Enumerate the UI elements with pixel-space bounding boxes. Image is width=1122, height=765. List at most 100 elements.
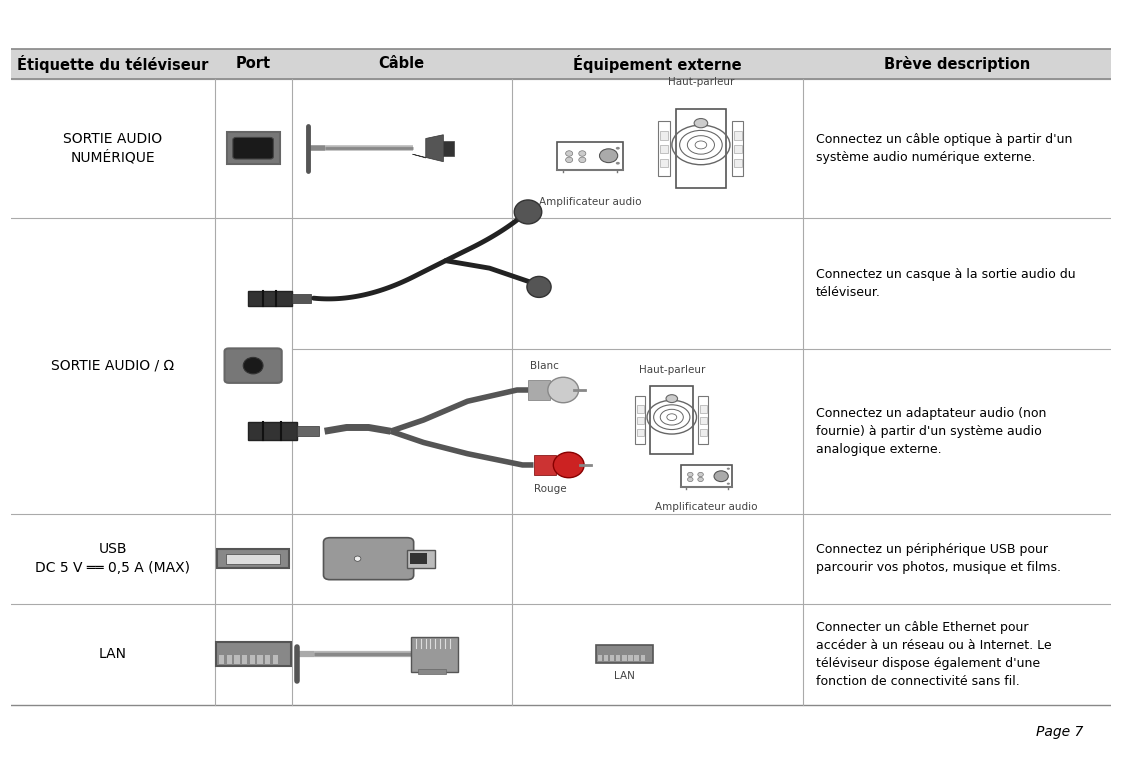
FancyBboxPatch shape — [215, 643, 291, 666]
FancyBboxPatch shape — [412, 637, 458, 672]
Ellipse shape — [714, 470, 728, 482]
Text: Connectez un adaptateur audio (non
fournie) à partir d'un système audio
analogiq: Connectez un adaptateur audio (non fourn… — [816, 407, 1047, 456]
Bar — [265, 656, 270, 664]
Bar — [637, 405, 644, 412]
Bar — [659, 121, 670, 176]
Ellipse shape — [565, 157, 572, 163]
Ellipse shape — [727, 483, 730, 485]
Text: Haut-parleur: Haut-parleur — [668, 76, 734, 86]
Bar — [635, 396, 645, 444]
Ellipse shape — [548, 377, 579, 402]
FancyBboxPatch shape — [233, 138, 274, 159]
Bar — [598, 655, 603, 661]
Text: Connectez un casque à la sortie audio du
téléviseur.: Connectez un casque à la sortie audio du… — [816, 268, 1076, 298]
Bar — [700, 417, 707, 425]
Bar — [734, 145, 742, 154]
Bar — [604, 655, 608, 661]
Ellipse shape — [727, 467, 730, 470]
Text: Page 7: Page 7 — [1036, 724, 1083, 739]
Text: Amplificateur audio: Amplificateur audio — [655, 503, 758, 513]
Bar — [634, 655, 638, 661]
Text: Rouge: Rouge — [534, 483, 567, 493]
Text: Port: Port — [236, 57, 270, 71]
Text: Connectez un câble optique à partir d'un
système audio numérique externe.: Connectez un câble optique à partir d'un… — [816, 132, 1073, 164]
Bar — [700, 405, 707, 412]
Text: SORTIE AUDIO / Ω: SORTIE AUDIO / Ω — [52, 359, 175, 373]
Bar — [248, 291, 292, 306]
Bar — [660, 159, 669, 168]
Text: LAN: LAN — [614, 671, 635, 681]
FancyBboxPatch shape — [596, 645, 653, 663]
Bar — [700, 429, 707, 436]
Text: Blanc: Blanc — [530, 361, 559, 371]
Bar — [227, 656, 232, 664]
Bar — [292, 294, 312, 303]
Ellipse shape — [688, 477, 693, 482]
Ellipse shape — [579, 151, 586, 156]
Bar — [675, 109, 726, 187]
Bar — [219, 656, 224, 664]
FancyBboxPatch shape — [224, 348, 282, 382]
Bar — [443, 141, 454, 156]
Text: SORTIE AUDIO
NUMÉRIQUE: SORTIE AUDIO NUMÉRIQUE — [63, 132, 163, 164]
Text: Équipement externe: Équipement externe — [573, 55, 742, 73]
Ellipse shape — [698, 472, 703, 477]
Bar — [217, 549, 289, 568]
Ellipse shape — [355, 556, 361, 562]
Ellipse shape — [565, 151, 572, 156]
Bar — [641, 655, 645, 661]
Ellipse shape — [688, 472, 693, 477]
Ellipse shape — [666, 395, 678, 402]
Bar — [297, 426, 319, 437]
Bar — [257, 656, 263, 664]
Bar — [637, 417, 644, 425]
Bar — [610, 655, 615, 661]
Bar — [734, 159, 742, 168]
Text: Haut-parleur: Haut-parleur — [638, 365, 705, 375]
Text: Connectez un périphérique USB pour
parcourir vos photos, musique et films.: Connectez un périphérique USB pour parco… — [816, 543, 1061, 575]
Bar — [616, 655, 620, 661]
Text: Amplificateur audio: Amplificateur audio — [539, 197, 642, 207]
Ellipse shape — [698, 477, 703, 482]
Text: Brève description: Brève description — [884, 56, 1030, 72]
Ellipse shape — [553, 452, 585, 477]
Bar — [660, 131, 669, 140]
Bar — [628, 655, 633, 661]
Bar — [558, 142, 623, 170]
Ellipse shape — [695, 119, 708, 128]
Bar — [528, 380, 550, 400]
Bar — [248, 422, 297, 440]
Ellipse shape — [527, 276, 551, 298]
Bar — [651, 386, 693, 454]
Bar — [407, 550, 434, 568]
Ellipse shape — [514, 200, 542, 224]
Bar — [242, 656, 247, 664]
Bar — [533, 455, 555, 475]
Bar — [249, 656, 255, 664]
Bar — [734, 131, 742, 140]
Ellipse shape — [616, 162, 619, 164]
Ellipse shape — [579, 157, 586, 163]
Bar — [226, 554, 280, 564]
Bar — [411, 553, 426, 564]
Bar — [623, 655, 626, 661]
Polygon shape — [413, 135, 443, 161]
Bar — [637, 429, 644, 436]
Bar — [273, 656, 278, 664]
Bar — [234, 656, 240, 664]
FancyBboxPatch shape — [227, 132, 279, 164]
Text: Câble: Câble — [378, 57, 424, 71]
Text: Connecter un câble Ethernet pour
accéder à un réseau ou à Internet. Le
téléviseu: Connecter un câble Ethernet pour accéder… — [816, 620, 1051, 688]
Ellipse shape — [599, 149, 618, 163]
Bar — [681, 465, 733, 487]
Bar — [419, 669, 445, 674]
Bar — [11, 49, 1111, 79]
Text: USB
DC 5 V ══ 0,5 A (MAX): USB DC 5 V ══ 0,5 A (MAX) — [36, 542, 191, 575]
Bar — [660, 145, 669, 154]
Ellipse shape — [616, 147, 619, 150]
Bar — [698, 396, 708, 444]
FancyBboxPatch shape — [323, 538, 414, 580]
Ellipse shape — [243, 357, 263, 374]
Bar — [732, 121, 744, 176]
Text: Étiquette du téléviseur: Étiquette du téléviseur — [17, 55, 209, 73]
